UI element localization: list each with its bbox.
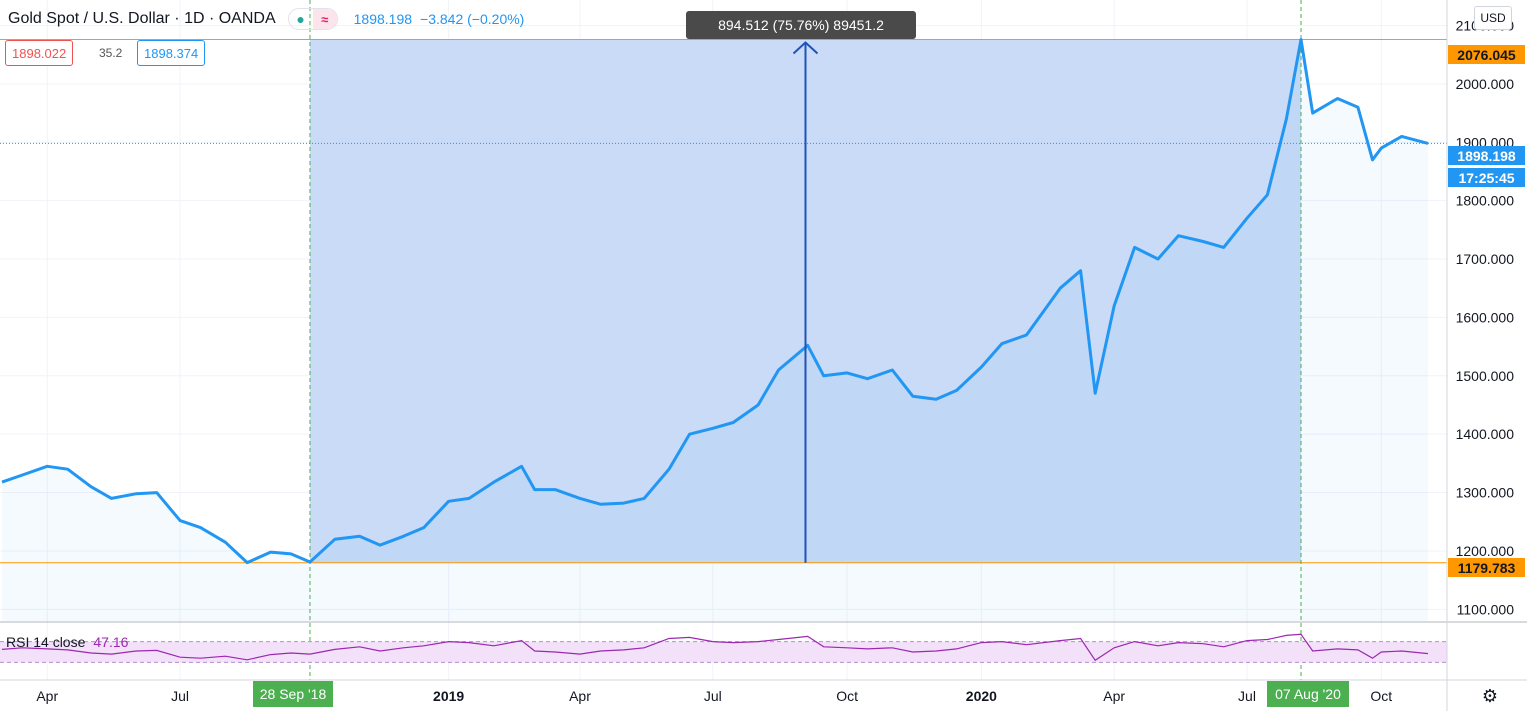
time-tick-label: Apr	[1103, 688, 1125, 704]
header-last-price: 1898.198	[353, 11, 413, 27]
sell-quote-button[interactable]: 1898.022	[5, 40, 74, 66]
price-tick-label: 1400.000	[1456, 426, 1515, 442]
price-tick-label: 2000.000	[1456, 76, 1515, 92]
header-change: −3.842 (−0.20%)	[420, 11, 525, 27]
time-tick-label: Apr	[569, 688, 591, 704]
price-tick-label: 1700.000	[1456, 251, 1515, 267]
time-tick-label: Jul	[704, 688, 722, 704]
time-tick-label: Apr	[36, 688, 58, 704]
price-tick-label: 1800.000	[1456, 193, 1515, 209]
time-tick-label: Oct	[836, 688, 858, 704]
status-pill[interactable]: ● ≈	[287, 8, 338, 30]
high-price-label: 2076.045	[1448, 45, 1525, 64]
market-open-icon: ●	[296, 11, 305, 27]
price-area-fill	[2, 39, 1428, 621]
rsi-series-line	[1, 633, 1429, 662]
time-axis: Apr Jul 2019 Apr Jul Oct 2020 Apr Jul Oct	[36, 688, 1392, 704]
symbol-header: Gold Spot / U.S. Dollar · 1D · OANDA ● ≈…	[8, 8, 524, 30]
price-axis: 1100.000 1200.000 1300.000 1400.000 1500.000…	[1456, 18, 1515, 618]
symbol-title[interactable]: Gold Spot / U.S. Dollar · 1D · OANDA	[8, 10, 276, 27]
low-price-label: 1179.783	[1448, 558, 1525, 577]
price-tick-label: 1100.000	[1457, 601, 1515, 617]
gear-icon[interactable]: ⚙	[1481, 685, 1499, 706]
range-start-date-badge: 28 Sep '18	[253, 681, 333, 707]
time-tick-label: Oct	[1370, 688, 1392, 704]
countdown-label: 17:25:45	[1448, 168, 1525, 187]
spread-value: 35.2	[99, 46, 123, 60]
price-series-line[interactable]	[1, 38, 1429, 565]
time-tick-label: Jul	[1238, 688, 1256, 704]
range-end-date-badge: 07 Aug '20	[1267, 681, 1349, 707]
measure-tooltip: 894.512 (75.76%) 89451.2	[686, 11, 916, 39]
buy-quote-button[interactable]: 1898.374	[137, 40, 206, 66]
arrow-head	[792, 41, 819, 55]
currency-button[interactable]: USD	[1474, 6, 1512, 30]
price-tick-label: 1200.000	[1456, 543, 1515, 559]
price-tick-label: 1300.000	[1456, 485, 1515, 501]
rsi-legend[interactable]: RSI 14 close 47.16	[6, 634, 128, 650]
rsi-value: 47.16	[93, 634, 129, 650]
rsi-label: RSI 14 close	[6, 634, 86, 650]
price-tick-label: 1600.000	[1456, 309, 1515, 325]
price-tick-label: 1500.000	[1456, 368, 1515, 384]
time-tick-label: 2019	[433, 688, 464, 704]
last-price-label: 1898.198	[1448, 146, 1525, 165]
time-tick-label: Jul	[171, 688, 189, 704]
wave-icon[interactable]: ≈	[312, 9, 337, 29]
time-tick-label: 2020	[966, 688, 997, 704]
